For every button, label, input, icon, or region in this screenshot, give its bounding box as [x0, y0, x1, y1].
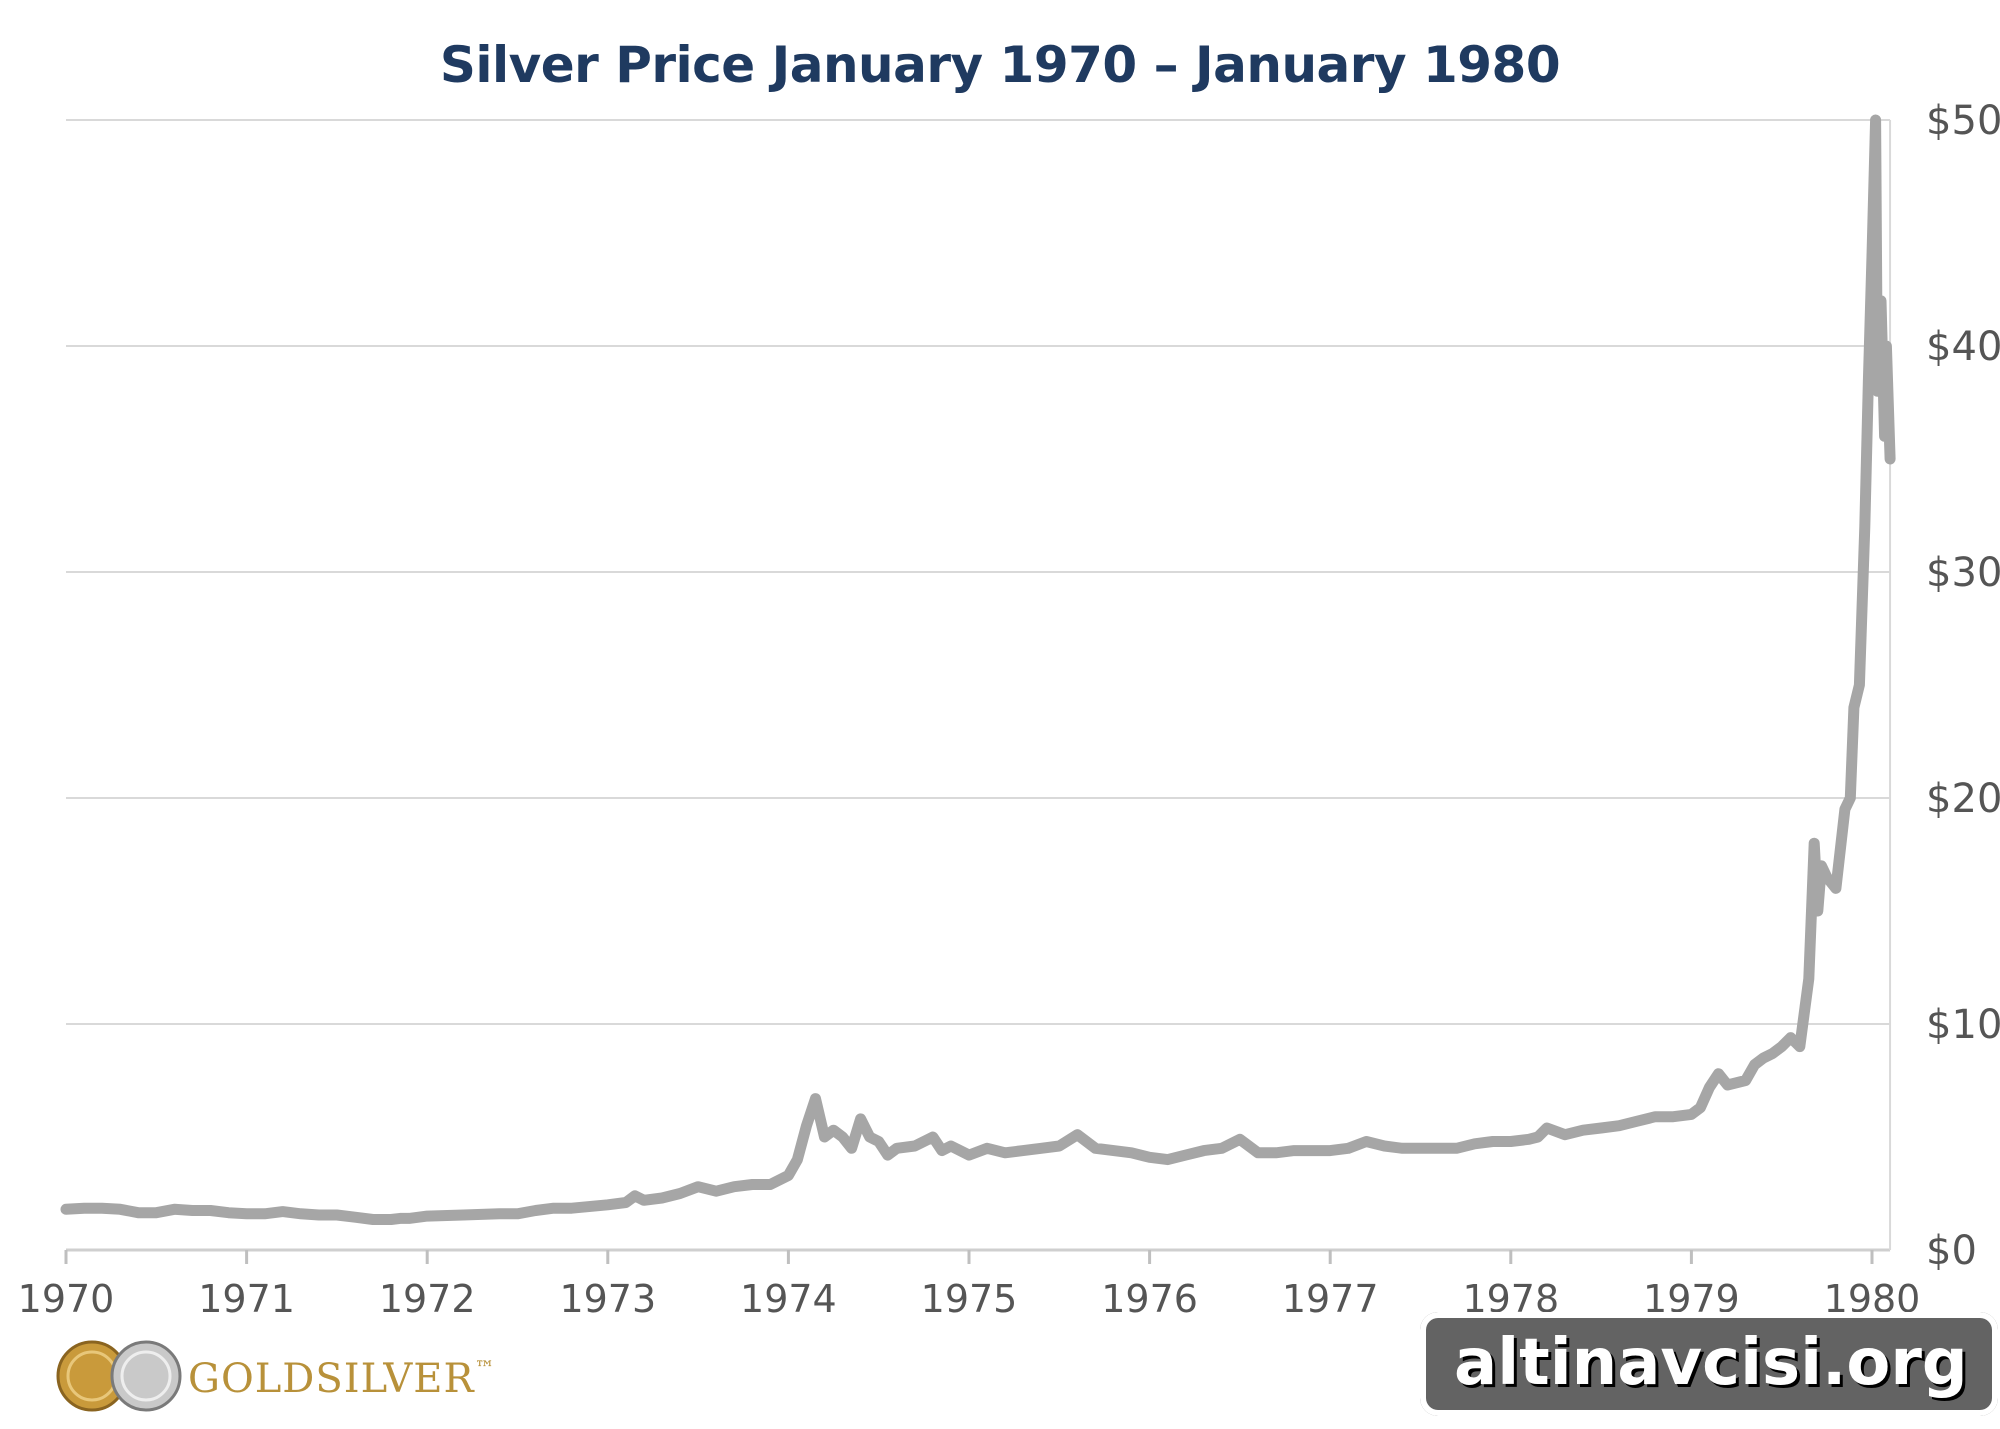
- y-tick-label: $50: [1926, 98, 2000, 144]
- grid-lines: [66, 120, 1890, 1024]
- y-tick-label: $40: [1926, 324, 2000, 370]
- x-tick-label: 1977: [1282, 1277, 1379, 1321]
- silver-price-line: [66, 120, 1890, 1220]
- price-line-layer: [66, 120, 1890, 1220]
- y-tick-label: $10: [1926, 1002, 2000, 1048]
- x-tick-label: 1974: [740, 1277, 837, 1321]
- y-tick-label: $0: [1926, 1228, 1977, 1274]
- watermark-text: altinavcisi.org: [1454, 1326, 1968, 1400]
- x-tick-label: 1973: [559, 1277, 656, 1321]
- axes: [66, 120, 1890, 1264]
- x-tick-label: 1976: [1101, 1277, 1198, 1321]
- x-tick-label: 1971: [198, 1277, 295, 1321]
- y-tick-label: $30: [1926, 550, 2000, 596]
- y-tick-label: $20: [1926, 776, 2000, 822]
- x-tick-label: 1975: [921, 1277, 1018, 1321]
- y-tick-labels: $0 $10 $20 $30 $40 $50: [1926, 98, 2000, 1274]
- goldsilver-brand-text: GOLDSILVER™: [188, 1356, 496, 1402]
- x-tick-label: 1970: [18, 1277, 115, 1321]
- x-tick-label: 1972: [379, 1277, 476, 1321]
